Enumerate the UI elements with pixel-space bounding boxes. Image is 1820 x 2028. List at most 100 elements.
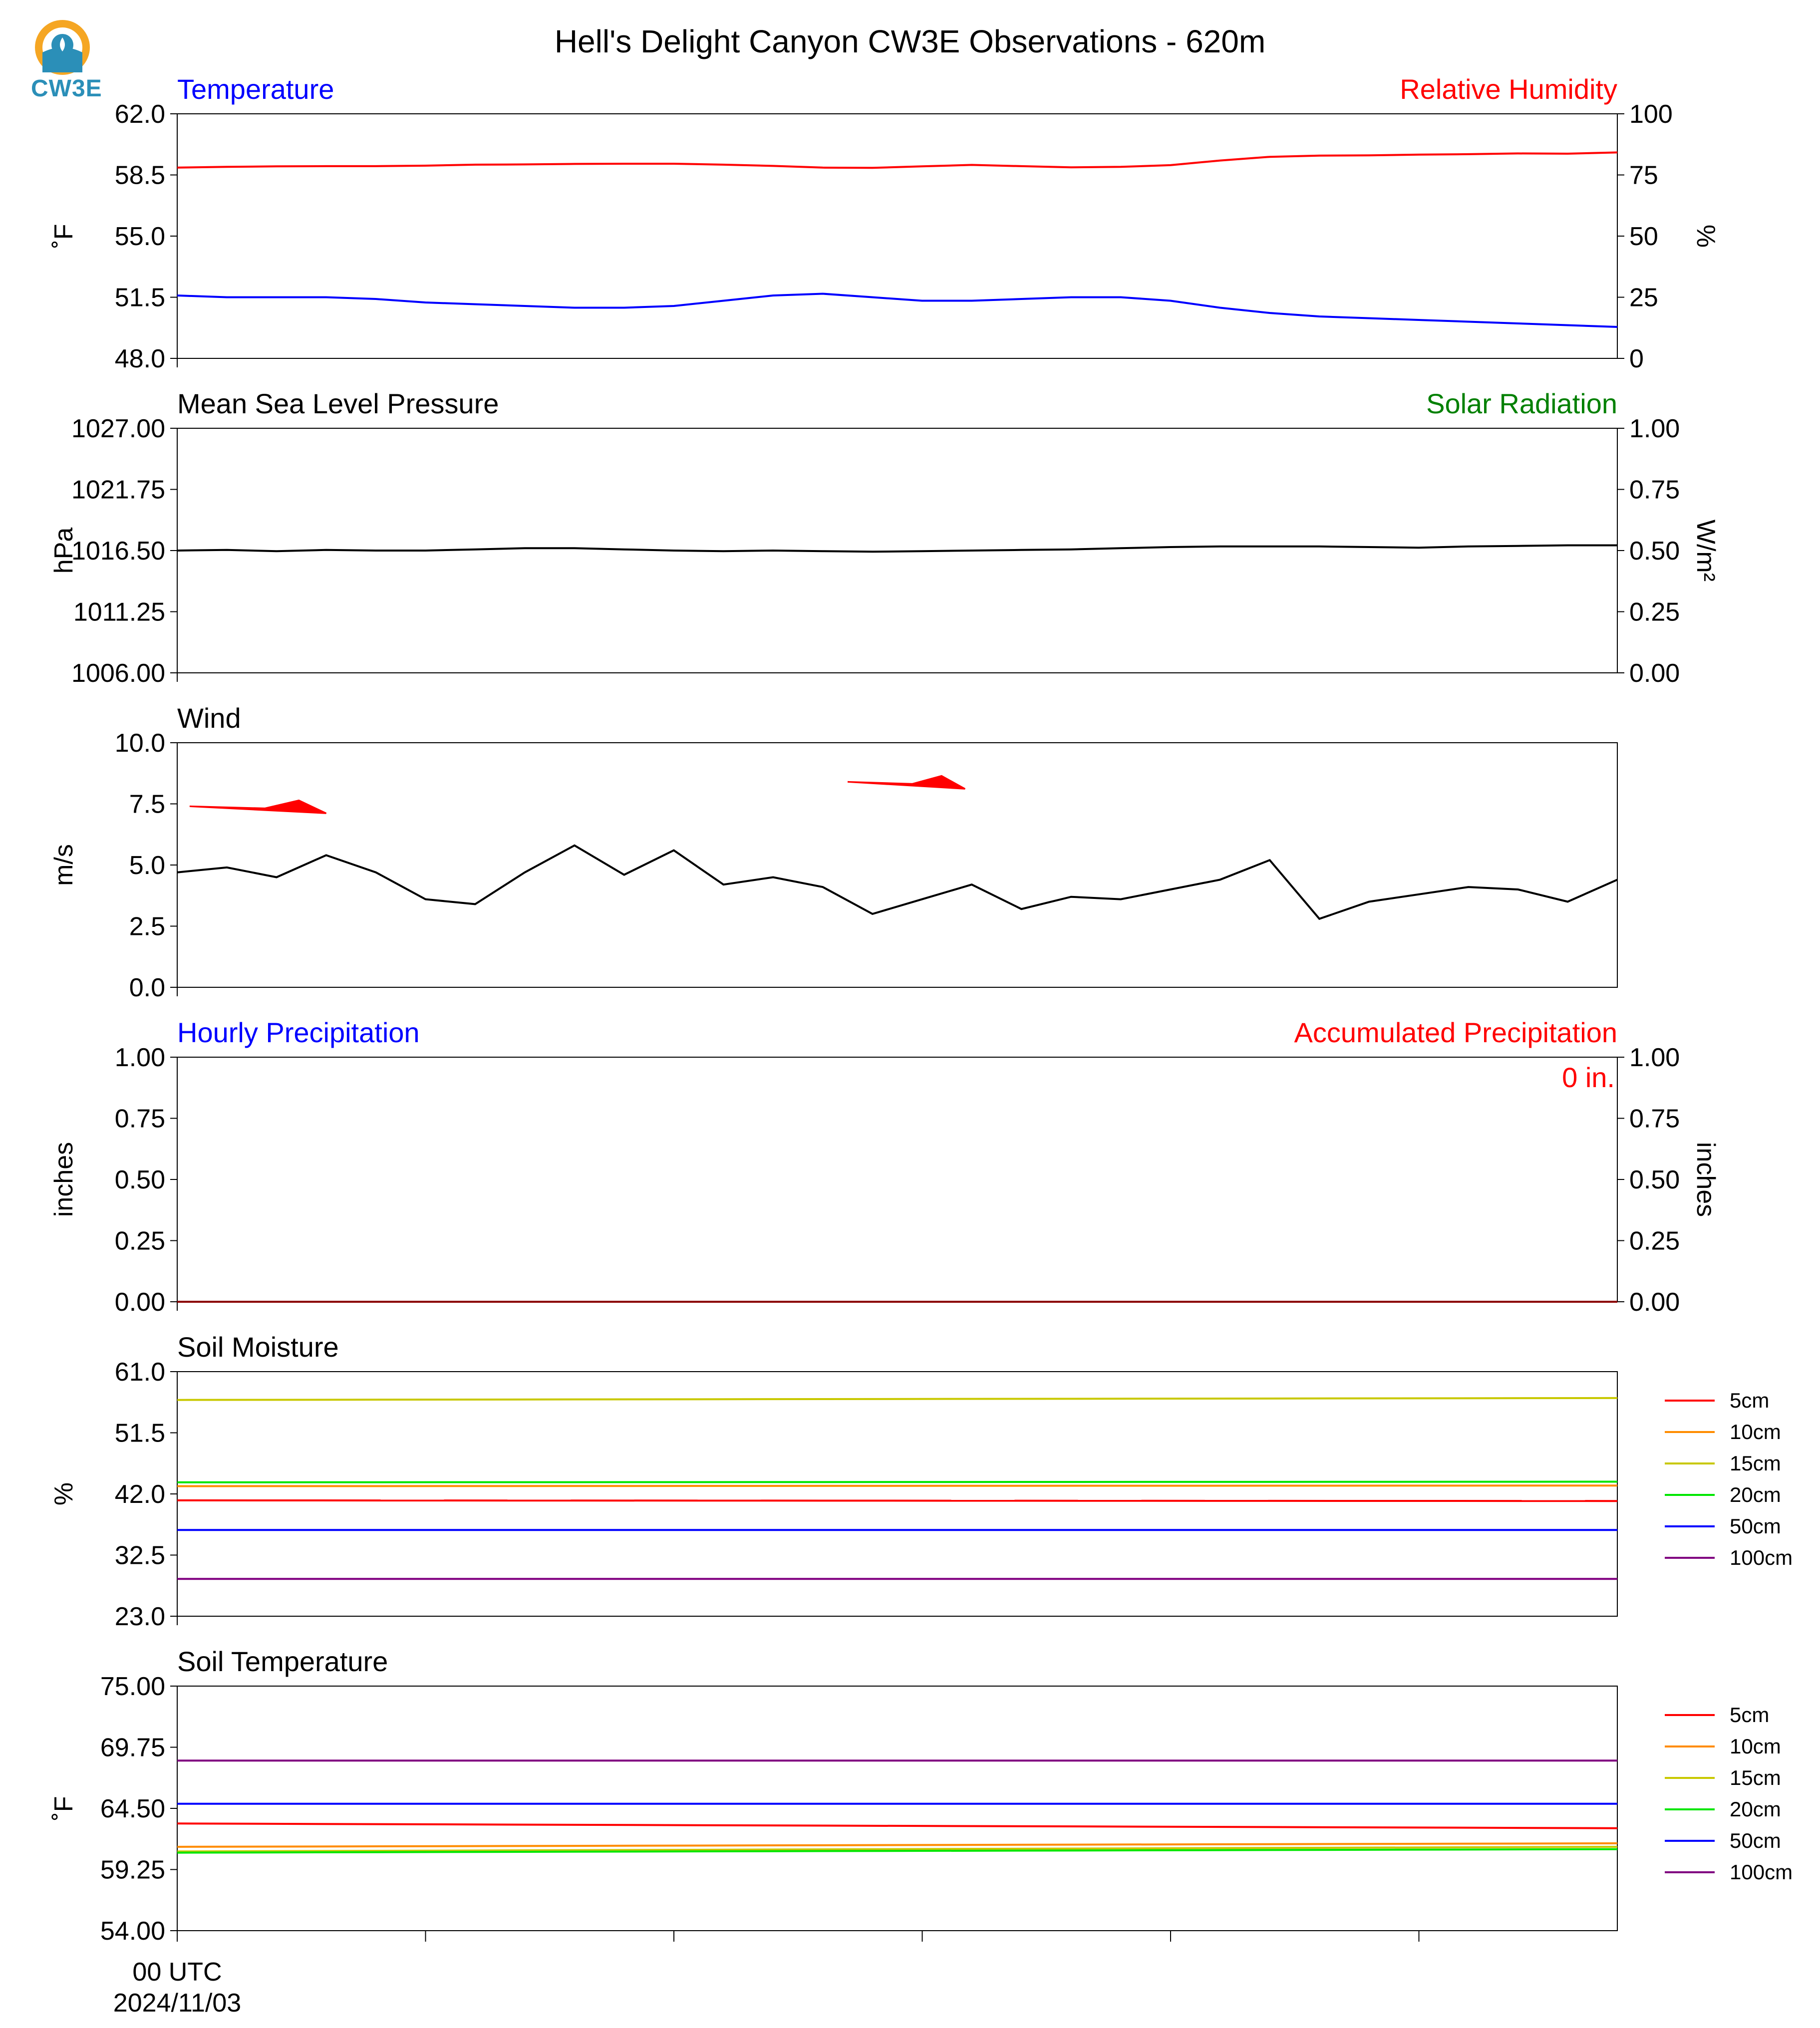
soil_moisture-title-left: Soil Moisture [177,1331,339,1363]
soil_temp-legend-label: 50cm [1730,1829,1781,1852]
wind-ytick-label: 10.0 [115,729,165,758]
soil_moisture-ytick-label: 42.0 [115,1480,165,1509]
pressure-ytick-right-label: 0.75 [1629,476,1680,505]
wind-ylabel: m/s [49,844,78,886]
pressure-ytick-label: 1006.00 [71,659,165,688]
precip-title-left: Hourly Precipitation [177,1017,420,1048]
temp_rh-plot-frame [177,113,1618,359]
pressure-ytick-right-label: 0.25 [1629,598,1680,627]
soil_moisture-series-10cm [177,1484,1618,1487]
wind-ytick-label: 5.0 [129,851,165,880]
pressure-ytick-label: 1027.00 [71,414,165,443]
pressure-title-left: Mean Sea Level Pressure [177,388,499,419]
soil_moisture-ylabel: % [49,1482,78,1505]
precip-ytick-right-label: 0.25 [1629,1227,1680,1256]
soil_moisture-ytick-label: 51.5 [115,1419,165,1448]
pressure-ylabel-right: W/m² [1691,520,1720,581]
soil_moisture-legend-label: 20cm [1730,1483,1781,1506]
soil_temp-ylabel: ˚F [49,1796,78,1820]
temp_rh-ytick-label: 58.5 [115,161,165,190]
precip-ylabel-right: inches [1691,1142,1720,1217]
soil_temp-plot-frame [177,1686,1618,1931]
wind-series-0 [177,844,1618,920]
soil_moisture-series-5cm [177,1499,1618,1502]
soil_moisture-legend-label: 10cm [1730,1420,1781,1444]
soil_moisture-legend-label: 100cm [1730,1546,1793,1569]
soil_temp-series-20cm [177,1848,1618,1854]
precip-ytick-right-label: 0.75 [1629,1105,1680,1134]
soil_temp-legend-label: 5cm [1730,1703,1769,1727]
soil_temp-legend-label: 20cm [1730,1797,1781,1821]
soil_moisture-ytick-label: 23.0 [115,1602,165,1631]
temp_rh-title-left: Temperature [177,73,334,105]
wind-plot-frame [177,742,1618,988]
precip-ylabel: inches [49,1142,78,1217]
wind-barb-0 [189,799,327,814]
precip-plot-frame [177,1057,1618,1302]
temp_rh-ytick-right-label: 0 [1629,344,1644,373]
figure-title: Hell's Delight Canyon CW3E Observations … [555,23,1265,59]
wind-barb-1 [847,775,966,790]
wind-ytick-label: 0.0 [129,973,165,1002]
soil_temp-ytick-label: 64.50 [100,1794,165,1823]
precip-ytick-right-label: 0.50 [1629,1165,1680,1194]
soil_temp-ytick-label: 59.25 [100,1856,165,1885]
soil_temp-ytick-label: 69.75 [100,1734,165,1762]
wind-title-left: Wind [177,702,241,734]
logo-text: CW3E [31,75,102,102]
precip-ytick-right-label: 1.00 [1629,1043,1680,1072]
xtick-label: 00 UTC [132,1958,222,1987]
temp_rh-ytick-label: 55.0 [115,222,165,251]
soil_moisture-ytick-label: 32.5 [115,1541,165,1570]
precip-ytick-label: 0.50 [115,1165,165,1194]
soil_temp-legend-label: 100cm [1730,1860,1793,1884]
soil_temp-legend-label: 15cm [1730,1766,1781,1789]
soil_moisture-legend-label: 50cm [1730,1514,1781,1538]
pressure-ytick-label: 1011.25 [73,598,165,627]
pressure-ytick-right-label: 0.50 [1629,537,1680,566]
soil_temp-title-left: Soil Temperature [177,1646,388,1677]
precip-ytick-label: 0.00 [115,1288,165,1317]
pressure-ytick-right-label: 0.00 [1629,659,1680,688]
temp_rh-series-0 [177,292,1618,328]
cw3e-logo [27,17,107,107]
temp_rh-ylabel-right: % [1691,225,1720,248]
temp_rh-ytick-right-label: 25 [1629,284,1658,312]
temp_rh-ytick-label: 51.5 [115,284,165,312]
precip-ytick-label: 1.00 [115,1043,165,1072]
precip-title-right: Accumulated Precipitation [1294,1017,1617,1048]
soil_temp-ytick-label: 54.00 [100,1917,165,1946]
soil_moisture-ytick-label: 61.0 [115,1358,165,1387]
soil_temp-series-10cm [177,1842,1618,1848]
temp_rh-ytick-right-label: 50 [1629,222,1658,251]
wind-ytick-label: 7.5 [129,790,165,819]
pressure-series-0 [177,544,1617,553]
temp_rh-ytick-right-label: 75 [1629,161,1658,190]
precip-ytick-label: 0.25 [115,1227,165,1256]
temp_rh-ytick-right-label: 100 [1629,100,1673,129]
temp_rh-ytick-label: 62.0 [115,100,165,129]
soil_moisture-legend-label: 15cm [1730,1451,1781,1475]
wind-ytick-label: 2.5 [129,912,165,941]
precip-ytick-label: 0.75 [115,1105,165,1134]
precip-annotation: 0 in. [1562,1062,1615,1093]
pressure-ylabel: hPa [49,528,78,574]
pressure-ytick-right-label: 1.00 [1629,414,1680,443]
pressure-ytick-label: 1021.75 [71,476,165,505]
temp_rh-ytick-label: 48.0 [115,344,165,373]
temp_rh-ylabel: ˚F [49,224,78,248]
soil_moisture-legend-label: 5cm [1730,1389,1769,1412]
precip-ytick-right-label: 0.00 [1629,1288,1680,1317]
soil_temp-legend-label: 10cm [1730,1735,1781,1758]
temp_rh-title-right: Relative Humidity [1400,73,1617,105]
logo-icon [35,20,90,75]
soil_temp-ytick-label: 75.00 [100,1672,165,1701]
soil_moisture-series-15cm [177,1397,1618,1401]
pressure-title-right: Solar Radiation [1426,388,1617,419]
soil_temp-series-5cm [177,1822,1618,1829]
temp_rh-series-1 [177,151,1618,169]
xtick-sublabel: 2024/11/03 [113,1989,241,2018]
soil_temp-series-15cm [177,1846,1618,1853]
pressure-ytick-label: 1016.50 [71,537,165,566]
